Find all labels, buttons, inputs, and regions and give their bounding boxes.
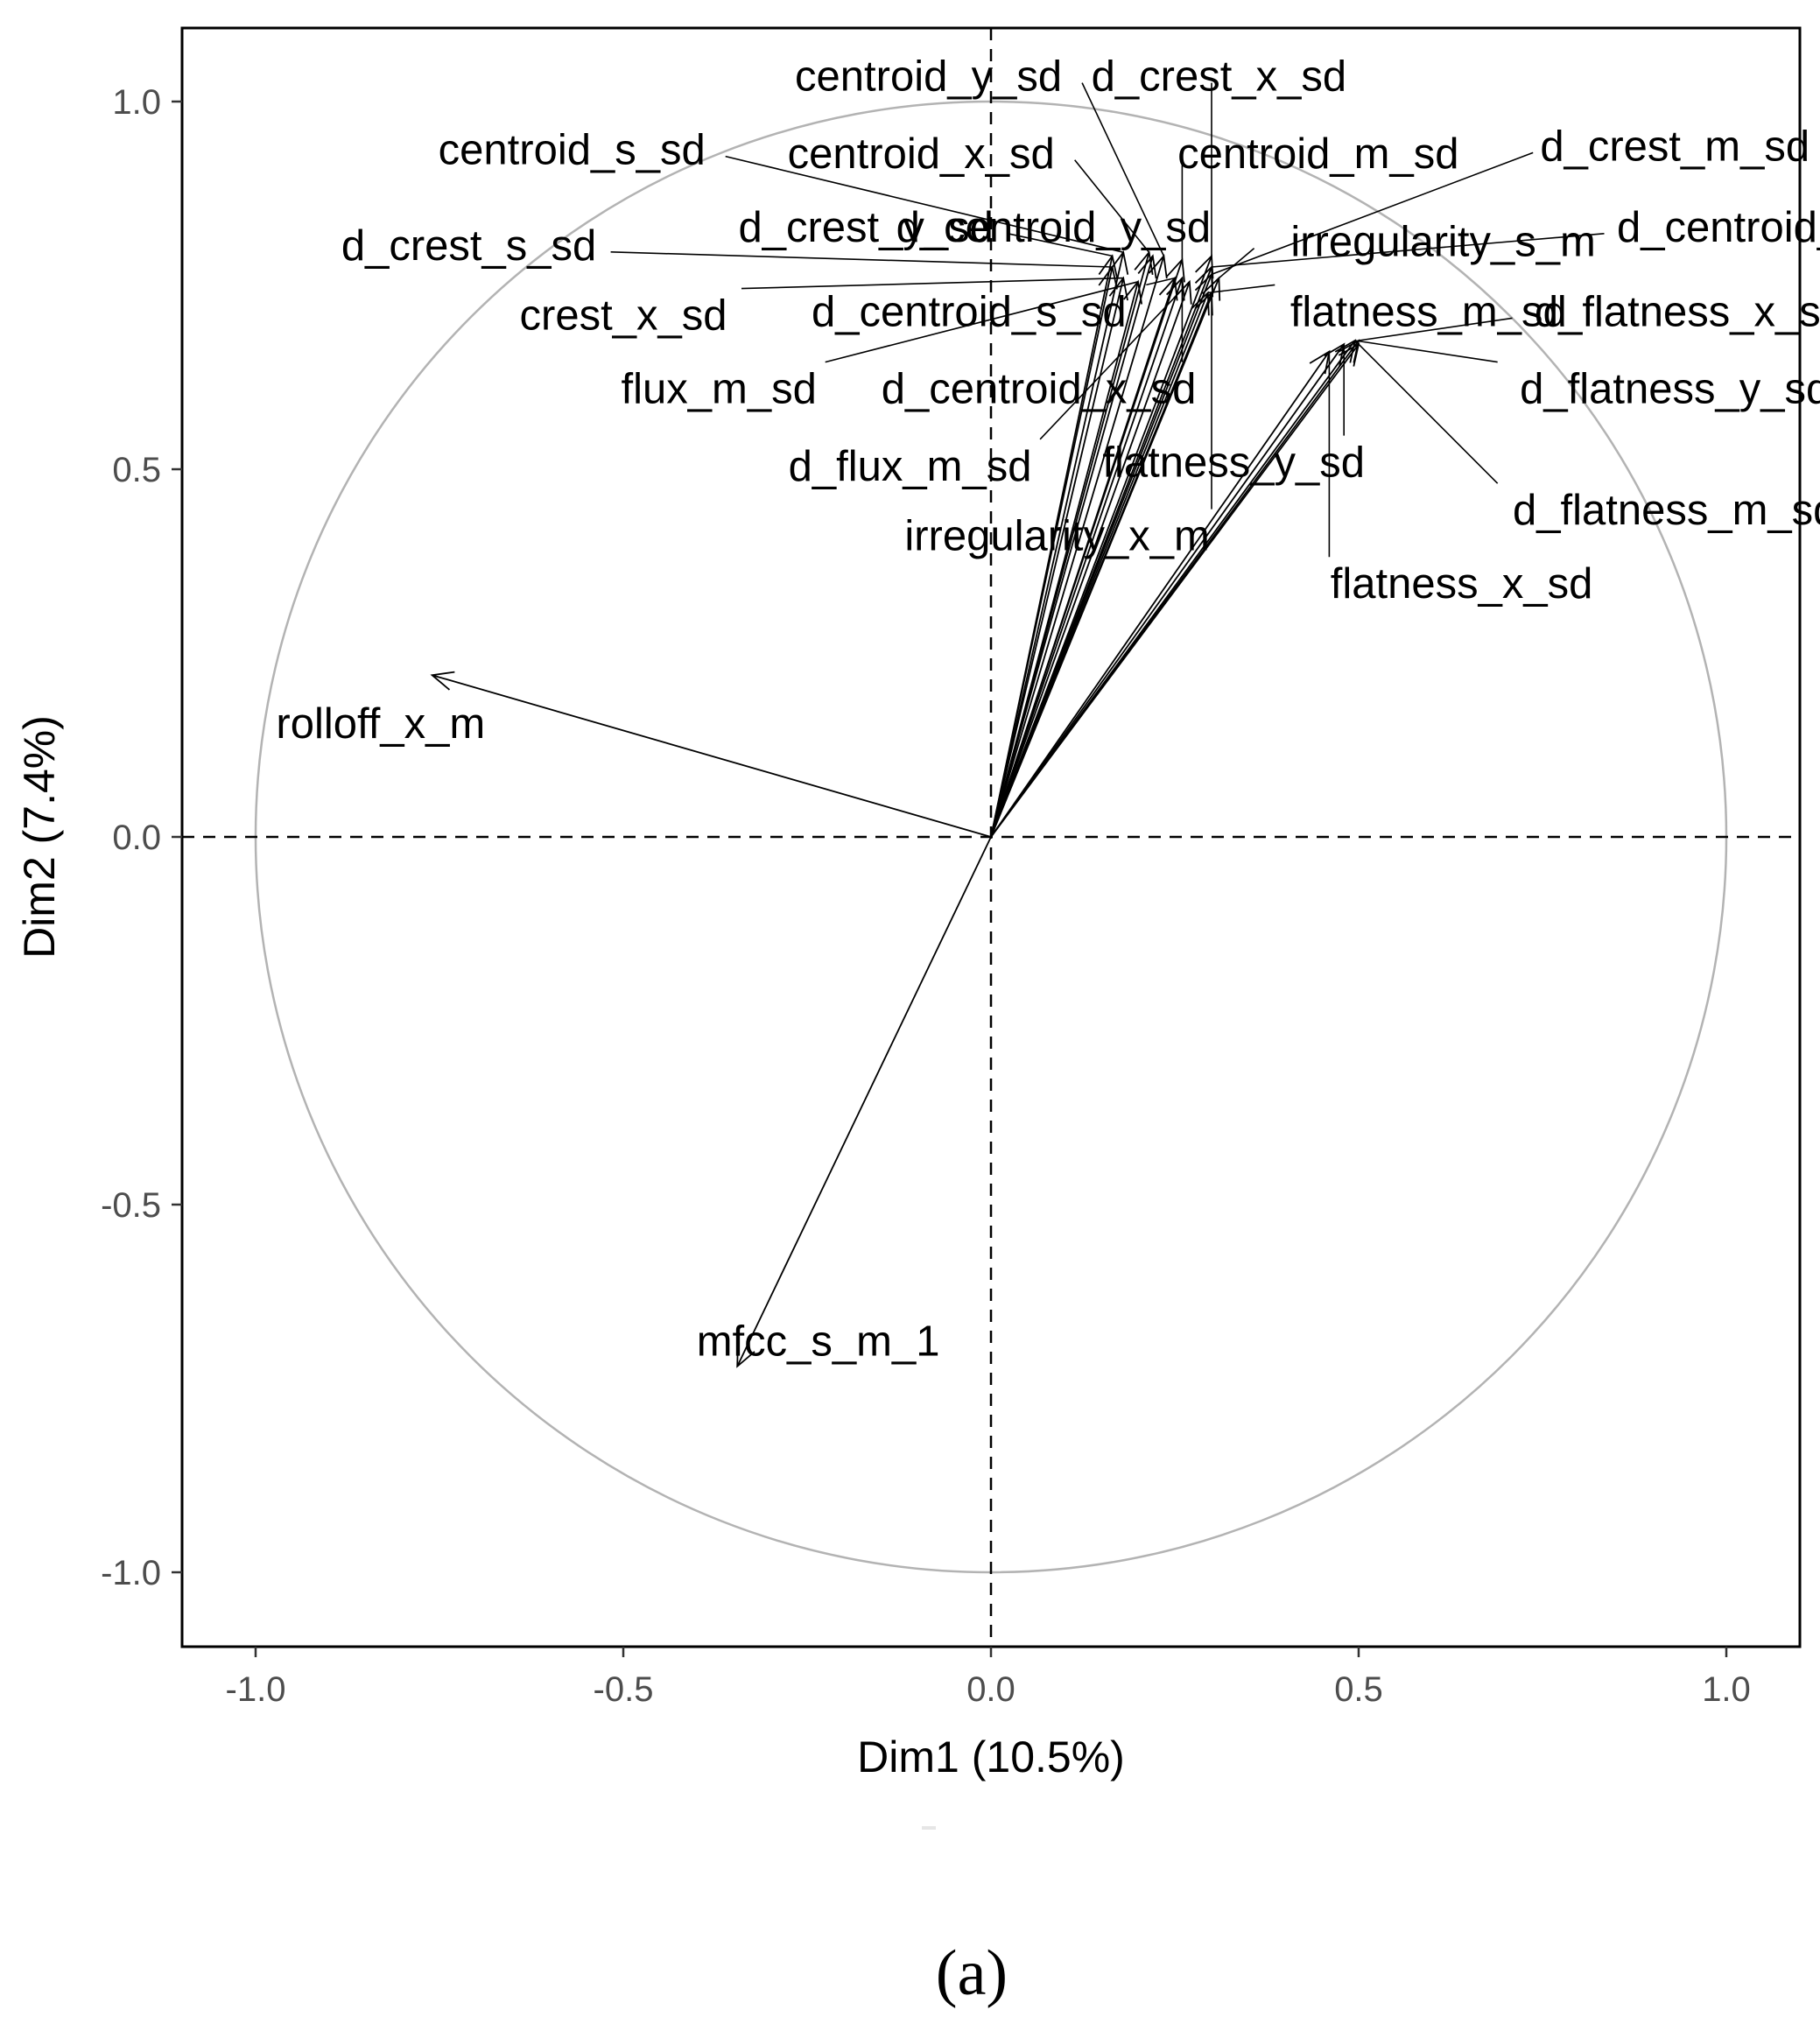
leader-line-d-crest-s-sd <box>610 251 1113 268</box>
label-d-crest-s-sd: d_crest_s_sd <box>341 222 596 270</box>
label-d-flatness-m-sd: d_flatness_m_sd <box>1513 487 1820 534</box>
x-axis-title: Dim1 (10.5%) <box>857 1732 1125 1782</box>
arrow-shaft <box>990 278 1125 838</box>
label-flatness-y-sd: flatness_y_sd <box>1102 439 1365 487</box>
label-d-centroid-y-sd: d_centroid_y_sd <box>896 204 1212 251</box>
x-tick-label: -1.0 <box>226 1670 286 1709</box>
arrow-rolloff-x-m <box>430 671 992 838</box>
arrow-head <box>1137 254 1157 279</box>
arrow-head <box>430 671 455 691</box>
leader-line-d-flatness-m-sd <box>1358 343 1499 484</box>
label-d-centroid-s-sd: d_centroid_s_sd <box>812 288 1127 335</box>
y-tick-label: 0.0 <box>112 819 161 857</box>
leader-line-d-flux-m-sd <box>1039 281 1191 440</box>
leader-line-d-crest-y-sd <box>1008 233 1113 257</box>
leader-line-d-centroid-s-sd <box>1146 277 1176 286</box>
label-d-flatness-y-sd: d_flatness_y_sd <box>1520 366 1820 413</box>
panel-label: (a) <box>936 1937 1008 2009</box>
label-centroid-y-sd: centroid_y_sd <box>795 53 1062 101</box>
leader-line-centroid-y-sd <box>1081 82 1165 257</box>
x-tick-label: 1.0 <box>1702 1670 1751 1709</box>
arrow-shaft <box>990 343 1360 838</box>
y-tick-label: -1.0 <box>101 1554 161 1592</box>
y-tick-label: 1.0 <box>112 83 161 122</box>
label-d-flux-m-sd: d_flux_m_sd <box>789 443 1032 490</box>
arrow-shaft <box>990 278 1176 838</box>
y-tick-label: 0.5 <box>112 451 161 489</box>
x-tick-label: 0.0 <box>966 1670 1015 1709</box>
arrow-shaft <box>990 266 1114 838</box>
label-d-crest-y-sd: d_crest_y_sd <box>738 204 993 251</box>
x-tick-label: -0.5 <box>594 1670 654 1709</box>
leader-line-crest-x-sd <box>741 277 1124 290</box>
arrow-shaft <box>990 256 1165 838</box>
plot-panel: centroid_y_sd d_crest_x_sd centroid_s_sd ce… <box>180 26 1820 1648</box>
label-rolloff-x-m: rolloff_x_m <box>276 700 485 748</box>
x-tick-label: 0.5 <box>1334 1670 1383 1709</box>
arrow-shaft <box>736 836 992 1367</box>
y-axis-ticks: -1.0 -0.5 0.0 0.5 1.0 <box>101 83 182 1592</box>
arrow-shaft <box>990 256 1154 838</box>
leader-line-d-flatness-x-sd <box>1358 317 1513 341</box>
label-d-crest-x-sd: d_crest_x_sd <box>1092 53 1346 101</box>
label-mfcc-s-m-1: mfcc_s_m_1 <box>697 1318 940 1365</box>
arrow-shaft <box>990 281 1191 838</box>
arrow-shaft <box>990 343 1345 838</box>
label-flatness-m-sd: flatness_m_sd <box>1290 288 1567 335</box>
arrow-d-centroid-y-sd <box>990 254 1157 838</box>
leader-line-flatness-m-sd <box>1207 284 1275 294</box>
arrow-shaft <box>990 252 1125 838</box>
label-d-crest-m-sd: d_crest_m_sd <box>1540 123 1809 170</box>
leader-line-flux-m-sd <box>825 281 1139 363</box>
arrow-head <box>736 1343 755 1368</box>
x-axis-ticks: -1.0 -0.5 0.0 0.5 1.0 <box>226 1647 1751 1709</box>
label-d-centroid-x-sd: d_centroid_x_sd <box>882 366 1197 413</box>
leader-line-d-crest-m-sd <box>1211 151 1534 276</box>
y-axis-title: Dim2 (7.4%) <box>15 715 64 959</box>
label-irregularity-x-m: irregularity_x_m <box>904 513 1210 560</box>
arrow-shaft <box>990 340 1356 838</box>
arrow-shaft <box>990 266 1212 838</box>
leader-line-irregularity-s-m <box>1218 247 1255 279</box>
label-centroid-s-sd: centroid_s_sd <box>439 127 706 174</box>
variable-labels-layer: centroid_y_sd d_crest_x_sd centroid_s_sd ce… <box>276 53 1820 1366</box>
label-centroid-x-sd: centroid_x_sd <box>788 130 1055 178</box>
label-flux-m-sd: flux_m_sd <box>622 366 817 413</box>
arrow-shaft <box>990 281 1139 838</box>
y-tick-label: -0.5 <box>101 1186 161 1225</box>
arrow-shaft <box>432 674 992 838</box>
label-centroid-m-sd: centroid_m_sd <box>1177 130 1458 178</box>
arrow-shaft <box>990 351 1331 838</box>
label-flatness-x-sd: flatness_x_sd <box>1331 560 1593 608</box>
arrow-shaft <box>990 278 1184 838</box>
leader-line-centroid-x-sd <box>1074 159 1150 253</box>
arrow-shaft <box>990 292 1212 838</box>
arrow-mfcc-s-m-1 <box>736 836 992 1368</box>
label-irregularity-s-m: irregularity_s_m <box>1290 219 1596 266</box>
leader-line-d-flatness-y-sd <box>1354 340 1498 363</box>
leader-line-centroid-s-sd <box>725 155 1124 253</box>
minor-mark <box>922 1826 936 1830</box>
leader-line-d-centroid-m-sd <box>1211 233 1605 268</box>
arrows-layer <box>430 250 1360 1368</box>
label-d-centroid-m-sd: d_centroid_m_sd <box>1617 204 1820 251</box>
label-d-flatness-x-sd: d_flatness_x_sd <box>1535 288 1820 335</box>
label-crest-x-sd: crest_x_sd <box>520 292 727 340</box>
